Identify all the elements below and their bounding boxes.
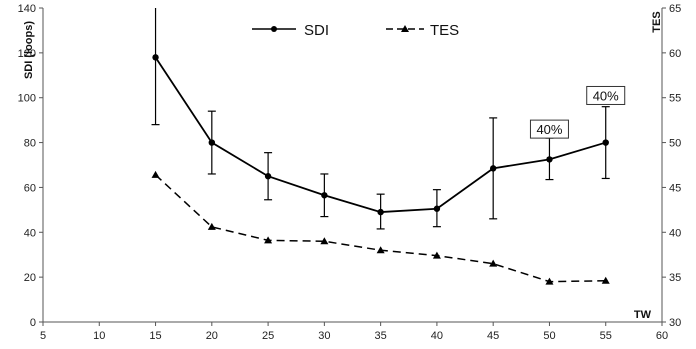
y-tick-label: 100 (18, 93, 36, 105)
y2-tick-label: 40 (669, 227, 681, 239)
x-tick-label: 40 (431, 330, 443, 342)
y2-tick-label: 55 (669, 93, 681, 105)
sdi-point (152, 54, 159, 61)
annotations-layer: 40% 40% (529, 85, 626, 139)
sdi-point (602, 139, 609, 146)
annotation-label: 40% (536, 122, 562, 137)
legend-tes-marker (401, 25, 409, 32)
x-tick-label: 30 (318, 330, 330, 342)
sdi-point (264, 173, 272, 180)
sdi-point (377, 208, 384, 216)
legend-tes-label: TES (430, 22, 459, 39)
x-axis-title: TW (634, 309, 652, 321)
y2-tick-label: 50 (669, 138, 681, 150)
legend: SDI TES (252, 22, 459, 39)
tes-point (601, 276, 610, 284)
legend-sdi-marker (271, 26, 277, 32)
legend-sdi-label: SDI (304, 22, 329, 39)
x-tick-label: 5 (40, 330, 46, 342)
tes-point (545, 277, 554, 285)
sdi-point (321, 192, 328, 199)
sdi-point (433, 205, 441, 212)
y2-tick-label: 45 (669, 182, 681, 194)
annotation-box (586, 85, 626, 105)
annotation-box (529, 119, 569, 139)
tes-point (489, 259, 498, 267)
tes-point (376, 246, 385, 254)
x-tick-label: 10 (93, 330, 105, 342)
y-tick-label: 40 (24, 227, 36, 239)
x-tick-label: 60 (656, 330, 668, 342)
tes-point (432, 251, 441, 259)
y-tick-label: 80 (24, 138, 36, 150)
x-tick-label: 55 (600, 330, 612, 342)
y2-tick-label: 35 (669, 272, 681, 284)
sdi-point (208, 139, 216, 146)
series-layer (151, 8, 610, 285)
y-tick-label: 120 (18, 48, 36, 60)
y2-tick-label: 30 (669, 317, 681, 329)
tes-point (264, 236, 273, 244)
x-tick-label: 45 (487, 330, 499, 342)
y-tick-label: 20 (24, 272, 36, 284)
x-tick-label: 20 (206, 330, 218, 342)
y-tick-label: 0 (30, 317, 36, 329)
sdi-point (546, 156, 553, 163)
sdi-point (489, 165, 497, 172)
x-tick-label: 15 (149, 330, 161, 342)
x-tick-label: 50 (543, 330, 555, 342)
tes-point (320, 237, 329, 245)
x-tick-label: 25 (262, 330, 274, 342)
axes: 5 10 15 20 25 30 35 40 45 50 55 60 0 20 40 60 80 100 120 14… (18, 3, 682, 342)
tes-point (151, 170, 160, 178)
y-axis-title: SDI (loops) (23, 21, 35, 79)
y2-tick-label: 60 (669, 48, 681, 60)
y-tick-label: 60 (24, 182, 36, 194)
y2-tick-label: 65 (669, 3, 681, 15)
annotation-label: 40% (593, 88, 619, 103)
y-tick-label: 140 (18, 3, 36, 15)
x-tick-label: 35 (375, 330, 387, 342)
y2-axis-title: TES (651, 11, 663, 32)
tes-point (207, 222, 216, 230)
